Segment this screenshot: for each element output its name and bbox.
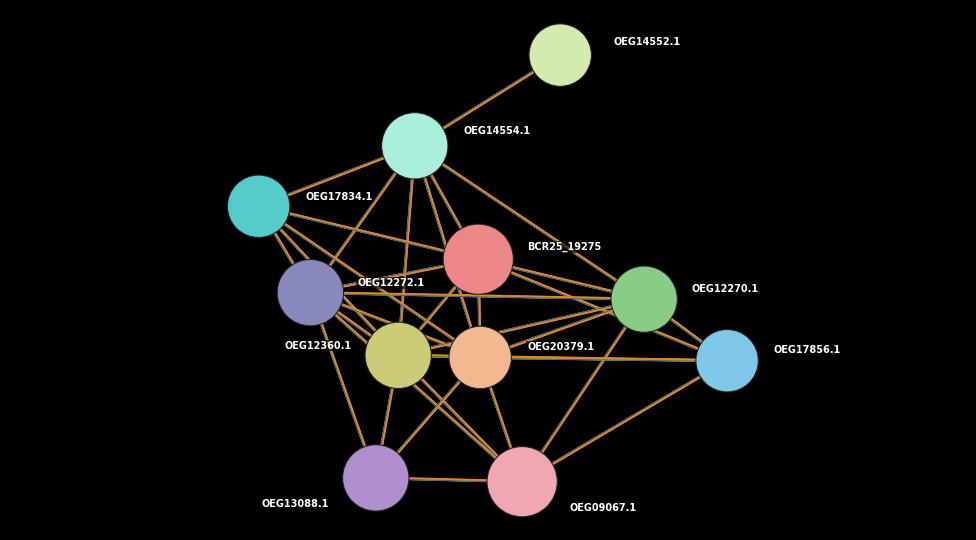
Text: OEG12360.1: OEG12360.1 xyxy=(284,341,351,350)
Ellipse shape xyxy=(611,266,677,332)
Text: BCR25_19275: BCR25_19275 xyxy=(527,242,601,253)
Ellipse shape xyxy=(696,329,758,392)
Ellipse shape xyxy=(277,260,344,326)
Ellipse shape xyxy=(365,322,431,388)
Ellipse shape xyxy=(227,175,290,238)
Ellipse shape xyxy=(449,326,511,389)
Text: OEG12272.1: OEG12272.1 xyxy=(357,278,425,288)
Ellipse shape xyxy=(343,445,409,511)
Ellipse shape xyxy=(443,224,513,294)
Text: OEG17856.1: OEG17856.1 xyxy=(774,345,841,355)
Ellipse shape xyxy=(487,447,557,517)
Ellipse shape xyxy=(382,113,448,179)
Ellipse shape xyxy=(529,24,591,86)
Text: OEG14552.1: OEG14552.1 xyxy=(614,37,681,46)
Text: OEG12270.1: OEG12270.1 xyxy=(691,285,758,294)
Text: OEG09067.1: OEG09067.1 xyxy=(569,503,636,512)
Text: OEG17834.1: OEG17834.1 xyxy=(305,192,373,201)
Text: OEG20379.1: OEG20379.1 xyxy=(527,342,594,352)
Text: OEG14554.1: OEG14554.1 xyxy=(464,126,531,136)
Text: OEG13088.1: OEG13088.1 xyxy=(262,499,329,509)
